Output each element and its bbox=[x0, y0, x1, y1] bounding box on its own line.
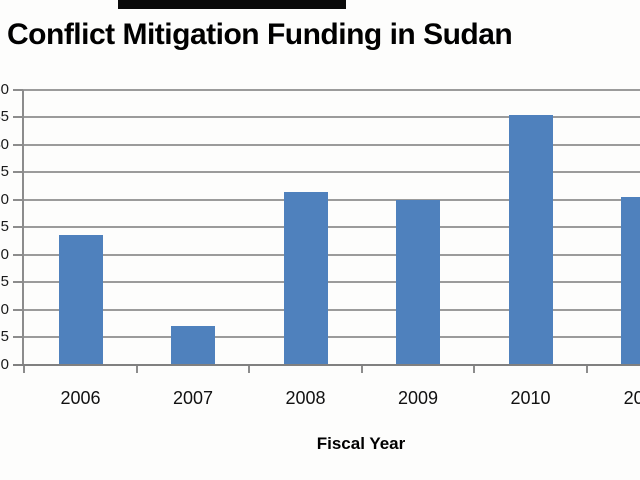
gridline-y-45 bbox=[23, 116, 640, 119]
bar-2006 bbox=[58, 234, 103, 365]
bar-2007 bbox=[171, 325, 215, 365]
y-axis-label-35: 35 bbox=[0, 163, 9, 181]
y-axis-label-30: 30 bbox=[0, 190, 9, 208]
y-axis-tick-15 bbox=[13, 281, 23, 284]
gridline-y-50 bbox=[23, 89, 640, 91]
y-axis-label-45: 45 bbox=[0, 108, 9, 126]
x-axis-label-2007: 2007 bbox=[172, 388, 214, 408]
x-axis-tick-3 bbox=[360, 364, 363, 373]
gridline-y-10 bbox=[23, 308, 640, 311]
y-axis-tick-20 bbox=[13, 253, 23, 256]
gridline-y-35 bbox=[23, 171, 640, 174]
y-axis-tick-50 bbox=[13, 89, 23, 91]
x-axis-title: Fiscal Year bbox=[316, 434, 406, 453]
x-axis-label-2008: 2008 bbox=[285, 388, 326, 408]
bar-2011 bbox=[621, 196, 640, 365]
gridline-y-15 bbox=[23, 281, 640, 284]
y-axis-label-10: 10 bbox=[0, 300, 9, 318]
gridline-y-20 bbox=[23, 253, 640, 256]
y-axis-line bbox=[22, 90, 24, 365]
x-axis-label-2006: 2006 bbox=[60, 388, 101, 408]
y-axis-tick-25 bbox=[13, 226, 23, 229]
y-axis-tick-45 bbox=[13, 116, 23, 119]
x-axis-label-2009: 2009 bbox=[397, 388, 439, 408]
chart-title: Conflict Mitigation Funding in Sudan bbox=[7, 18, 513, 51]
y-axis-label-5: 5 bbox=[0, 328, 9, 346]
y-axis-tick-35 bbox=[13, 171, 23, 174]
y-axis-label-40: 40 bbox=[0, 135, 9, 153]
y-axis-label-0: 0 bbox=[0, 355, 9, 373]
y-axis-label-50: 50 bbox=[0, 81, 9, 98]
x-axis-line bbox=[13, 363, 640, 366]
x-axis-tick-1 bbox=[135, 364, 138, 373]
y-axis-label-20: 20 bbox=[0, 245, 9, 263]
y-axis-tick-10 bbox=[13, 308, 23, 311]
gridline-y-5 bbox=[23, 336, 640, 339]
x-axis-label-2010: 2010 bbox=[510, 388, 551, 408]
y-axis-label-25: 25 bbox=[0, 218, 9, 236]
x-axis-label-2011: 2011 bbox=[623, 388, 640, 408]
y-axis-label-15: 15 bbox=[0, 273, 9, 291]
bar-2008 bbox=[283, 191, 328, 365]
gridline-y-30 bbox=[23, 198, 640, 201]
y-axis-tick-40 bbox=[13, 143, 23, 146]
x-axis-tick-2 bbox=[248, 364, 251, 373]
gridline-y-25 bbox=[23, 226, 640, 229]
x-axis-tick-0 bbox=[23, 364, 26, 373]
bar-2009 bbox=[396, 199, 440, 365]
y-axis-tick-5 bbox=[13, 336, 23, 339]
y-axis-tick-30 bbox=[13, 198, 23, 201]
gridline-y-40 bbox=[23, 143, 640, 146]
x-axis-tick-4 bbox=[473, 364, 476, 373]
x-axis-tick-5 bbox=[585, 364, 588, 373]
cropped-text-remnant bbox=[118, 0, 346, 9]
bar-2010 bbox=[508, 115, 553, 365]
